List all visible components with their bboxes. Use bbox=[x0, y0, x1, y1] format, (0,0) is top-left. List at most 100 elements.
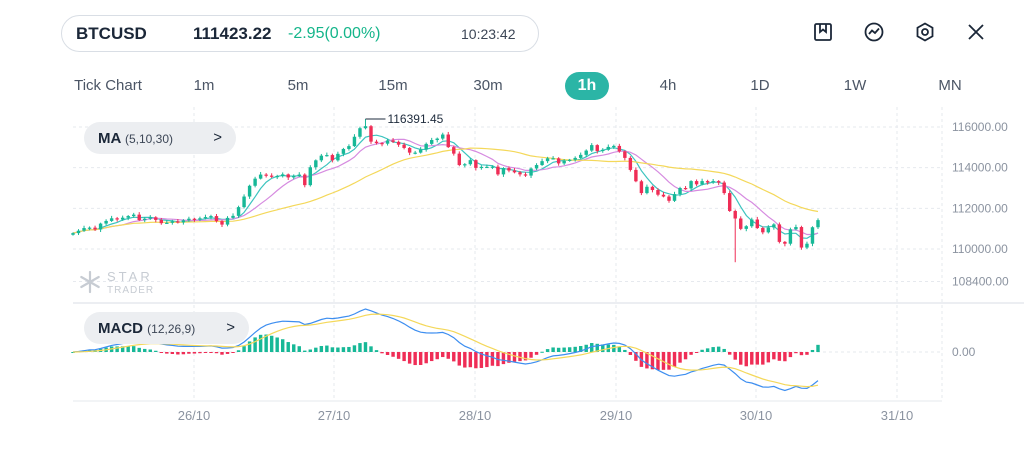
candle bbox=[761, 226, 765, 235]
peak-price-label: 116391.45 bbox=[387, 112, 443, 126]
macd-bar bbox=[192, 352, 197, 354]
macd-bar bbox=[750, 352, 754, 365]
macd-bar bbox=[551, 347, 555, 352]
candle bbox=[220, 220, 224, 228]
date-tick-label: 26/10 bbox=[178, 408, 211, 423]
candle bbox=[645, 184, 649, 195]
candle bbox=[247, 184, 252, 199]
candle bbox=[650, 185, 655, 193]
timeframe-tick-chart[interactable]: Tick Chart bbox=[74, 77, 142, 94]
macd-bar bbox=[369, 346, 373, 352]
candle bbox=[628, 156, 633, 172]
close-icon[interactable] bbox=[965, 21, 987, 43]
macd-bar bbox=[198, 352, 202, 354]
candle bbox=[286, 173, 290, 181]
candle bbox=[374, 139, 379, 145]
candle bbox=[479, 165, 484, 170]
timeframe-5m[interactable]: 5m bbox=[287, 77, 309, 94]
watermark-trader: TRADER bbox=[107, 285, 154, 296]
macd-bar bbox=[678, 352, 682, 363]
timeframe-1d[interactable]: 1D bbox=[750, 77, 770, 94]
candle bbox=[413, 150, 417, 155]
macd-bar bbox=[131, 346, 136, 352]
indicator-icon[interactable] bbox=[863, 21, 885, 43]
timeframe-1h[interactable]: 1h bbox=[565, 72, 609, 100]
candle bbox=[578, 152, 583, 160]
macd-bar bbox=[766, 352, 771, 363]
candle bbox=[617, 143, 622, 153]
macd-indicator-button[interactable]: MACD (12,26,9) > bbox=[84, 312, 249, 344]
candle bbox=[661, 192, 666, 198]
candle bbox=[705, 179, 710, 185]
macd-bar bbox=[739, 352, 743, 365]
ma10-line bbox=[72, 138, 819, 236]
macd-bar bbox=[799, 352, 804, 356]
candle bbox=[463, 163, 467, 168]
macd-bar bbox=[485, 352, 489, 368]
macd-bar bbox=[777, 352, 782, 361]
candle bbox=[452, 145, 456, 156]
candle bbox=[104, 219, 108, 226]
candle bbox=[369, 125, 373, 144]
candle bbox=[87, 226, 92, 231]
macd-bar bbox=[623, 349, 627, 352]
macd-bar bbox=[628, 352, 633, 355]
ma-indicator-button[interactable]: MA (5,10,30) > bbox=[84, 122, 236, 154]
date-tick-label: 31/10 bbox=[881, 408, 914, 423]
macd-bar bbox=[314, 347, 318, 352]
candle bbox=[385, 138, 390, 146]
macd-bar bbox=[634, 352, 638, 361]
macd-bar bbox=[429, 352, 434, 362]
ma-name: MA bbox=[98, 130, 121, 147]
candle bbox=[441, 132, 445, 141]
macd-bar bbox=[385, 352, 390, 355]
candle bbox=[694, 179, 699, 187]
macd-bar bbox=[474, 352, 478, 369]
macd-bar bbox=[418, 352, 423, 365]
candle bbox=[303, 173, 307, 188]
price-change: -2.95(0.00%) bbox=[288, 25, 381, 42]
candle bbox=[639, 179, 644, 196]
macd-bar bbox=[413, 352, 417, 366]
macd-bar bbox=[214, 352, 219, 354]
date-tick-label: 28/10 bbox=[459, 408, 492, 423]
timeframe-mn[interactable]: MN bbox=[938, 77, 962, 94]
current-price: 111423.22 bbox=[193, 24, 272, 43]
candle bbox=[137, 212, 141, 222]
macd-bar bbox=[71, 352, 75, 353]
macd-bar bbox=[529, 352, 533, 358]
macd-bar bbox=[512, 352, 517, 362]
candle bbox=[352, 134, 357, 147]
macd-bar bbox=[220, 352, 224, 355]
candle bbox=[700, 178, 704, 186]
macd-bar bbox=[170, 352, 175, 354]
candle bbox=[120, 215, 125, 221]
settings-icon[interactable] bbox=[914, 21, 936, 43]
candle bbox=[634, 167, 638, 183]
timeframe-15m[interactable]: 15m bbox=[378, 77, 408, 94]
axis-labels: 116000.00 114000.00 112000.00 110000.00 1084… bbox=[178, 120, 1009, 423]
candle bbox=[783, 241, 787, 247]
candle bbox=[672, 191, 677, 202]
candle bbox=[612, 144, 616, 150]
macd-bar bbox=[264, 334, 268, 352]
timeframe-1w[interactable]: 1W bbox=[843, 77, 867, 94]
macd-bar bbox=[253, 337, 257, 352]
candle bbox=[545, 156, 550, 164]
candle bbox=[755, 216, 760, 229]
macd-bar bbox=[402, 352, 406, 362]
price-tick-label: 114000.00 bbox=[952, 161, 1008, 175]
timeframe-bar: Tick Chart 1m 5m 15m 30m 1h 4h 1D 1W MN bbox=[0, 70, 1024, 100]
candle bbox=[407, 146, 412, 156]
clock-time: 10:23:42 bbox=[461, 26, 516, 42]
macd-bar bbox=[441, 352, 445, 358]
candle bbox=[805, 241, 809, 249]
bookmark-icon[interactable] bbox=[812, 21, 834, 43]
candle bbox=[716, 180, 721, 185]
timeframe-4h[interactable]: 4h bbox=[659, 77, 677, 94]
timeframe-30m[interactable]: 30m bbox=[473, 77, 503, 94]
timeframe-1m[interactable]: 1m bbox=[193, 77, 215, 94]
macd-bar bbox=[258, 334, 263, 352]
macd-bar bbox=[816, 344, 820, 352]
